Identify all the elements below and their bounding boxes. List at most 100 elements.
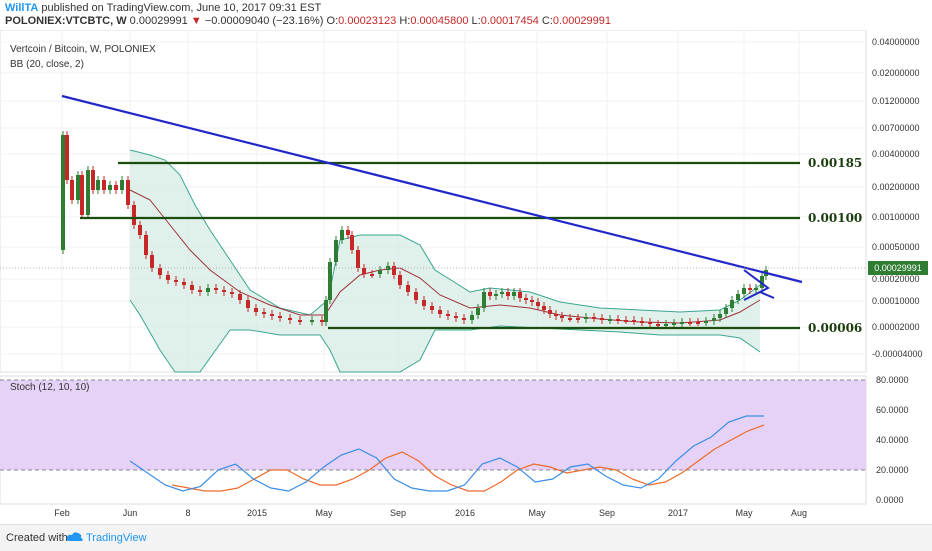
- candle-body: [524, 298, 528, 300]
- chart-frame[interactable]: 0.00185 0.00100 0.00006 Vertcoin / Bitcoin…: [0, 30, 932, 520]
- pennant-pattern[interactable]: [743, 269, 775, 301]
- candle-body: [476, 308, 480, 315]
- candle-body: [730, 300, 734, 308]
- price-tick-label: 0.02000000: [872, 68, 920, 78]
- candle-body: [446, 314, 450, 316]
- candle-body: [584, 317, 588, 319]
- candle-body: [542, 306, 546, 310]
- candle-body: [548, 310, 552, 314]
- candle-body: [454, 316, 458, 318]
- candle-body: [238, 294, 242, 300]
- candle-body: [438, 310, 442, 314]
- candle-body: [370, 274, 374, 276]
- candle-body: [246, 300, 250, 308]
- candle-body: [506, 292, 510, 296]
- level-label: 0.00100: [808, 211, 862, 225]
- horizontal-levels[interactable]: 0.00185 0.00100 0.00006: [80, 156, 862, 335]
- stoch-axis[interactable]: 80.0000 60.0000 40.0000 20.0000 0.0000: [876, 375, 909, 505]
- stoch-tick-label: 20.0000: [876, 465, 909, 475]
- candle-body: [500, 292, 504, 294]
- candle-body: [414, 292, 418, 300]
- candle-body: [222, 290, 226, 292]
- candle-body: [262, 312, 266, 314]
- candle-body: [600, 318, 604, 320]
- candle-body: [576, 318, 580, 320]
- candle-body: [672, 323, 676, 325]
- candle-body: [150, 255, 154, 268]
- candle-body: [392, 266, 396, 275]
- price-tick-label: 0.00050000: [872, 242, 920, 252]
- time-tick-label: Sep: [599, 508, 615, 518]
- stoch-tick-label: 80.0000: [876, 375, 909, 385]
- candle-body: [470, 315, 474, 320]
- candle-body: [696, 322, 700, 324]
- candle-body: [340, 230, 344, 240]
- stoch-tick-label: 0.0000: [876, 495, 904, 505]
- candle-body: [86, 170, 90, 215]
- level-label: 0.00006: [808, 321, 862, 335]
- price-tick-label: 0.00100000: [872, 212, 920, 222]
- publish-info: published on TradingView.com, June 10, 2…: [38, 2, 322, 14]
- time-axis[interactable]: Feb Jun 8 2015 May Sep 2016 May Sep 2017 May Aug: [54, 508, 807, 518]
- candle-body: [298, 320, 302, 322]
- stoch-title: Stoch (12, 10, 10): [10, 382, 90, 393]
- candle-body: [712, 318, 716, 321]
- candle-body: [278, 316, 282, 318]
- candle-body: [664, 324, 668, 326]
- candle-body: [346, 230, 350, 235]
- candle-body: [198, 290, 202, 292]
- candle-body: [518, 292, 522, 298]
- candle-body: [350, 235, 354, 250]
- candle-body: [334, 240, 338, 262]
- pennant-tail[interactable]: [759, 291, 775, 299]
- candle-body: [462, 318, 466, 320]
- price-tick-label: 0.01200000: [872, 96, 920, 106]
- footer: Created with TradingView: [0, 524, 932, 551]
- candle-body: [724, 308, 728, 314]
- trendline[interactable]: [61, 94, 803, 284]
- price-tick-label: 0.00700000: [872, 123, 920, 133]
- close-value: 0.00029991: [552, 15, 612, 27]
- candle-body: [65, 135, 69, 180]
- time-tick-label: Aug: [791, 508, 807, 518]
- candle-body: [320, 320, 324, 322]
- candle-body: [378, 270, 382, 274]
- pennant-outline[interactable]: [743, 269, 770, 301]
- stoch-tick-label: 60.0000: [876, 405, 909, 415]
- candle-body: [640, 321, 644, 323]
- candle-body: [206, 288, 210, 292]
- price-tick-label: -0.00004000: [872, 349, 923, 359]
- candle-body: [632, 320, 636, 322]
- candle-body: [230, 292, 234, 294]
- candle-body: [482, 292, 486, 308]
- tradingview-brand-link[interactable]: TradingView: [86, 532, 147, 544]
- author-link[interactable]: WillTA: [5, 2, 39, 14]
- candle-body: [114, 185, 118, 190]
- candle-body: [648, 322, 652, 324]
- candle-body: [356, 250, 360, 268]
- last-price-tag-text: 0.00029991: [874, 263, 922, 273]
- symbol-label[interactable]: POLONIEX:VTCBTC, W: [5, 15, 127, 27]
- candle-body: [560, 316, 564, 318]
- tradingview-cloud-icon[interactable]: [66, 531, 84, 543]
- candle-body: [214, 288, 218, 290]
- candle-body: [61, 135, 65, 250]
- main-pane-title: Vertcoin / Bitcoin, W, POLONIEX: [10, 44, 156, 55]
- high-value: 0.00045800: [410, 15, 469, 27]
- candle-body: [328, 262, 332, 300]
- candle-body: [138, 225, 142, 235]
- candle-body: [182, 282, 186, 285]
- low-value: 0.00017454: [480, 15, 539, 27]
- price-axis[interactable]: 0.04000000 0.02000000 0.01200000 0.00700000…: [872, 37, 923, 359]
- price-tick-label: 0.00010000: [872, 296, 920, 306]
- time-tick-label: May: [735, 508, 753, 518]
- candle-body: [736, 294, 740, 300]
- time-tick-label: 2016: [455, 508, 475, 518]
- time-tick-label: May: [528, 508, 546, 518]
- chart-canvas[interactable]: 0.00185 0.00100 0.00006 Vertcoin / Bitcoin…: [0, 30, 932, 520]
- candle-body: [96, 180, 100, 190]
- price-tick-label: 0.00200000: [872, 182, 920, 192]
- candle-body: [398, 275, 402, 285]
- time-tick-label: Jun: [123, 508, 138, 518]
- candle-body: [656, 324, 660, 326]
